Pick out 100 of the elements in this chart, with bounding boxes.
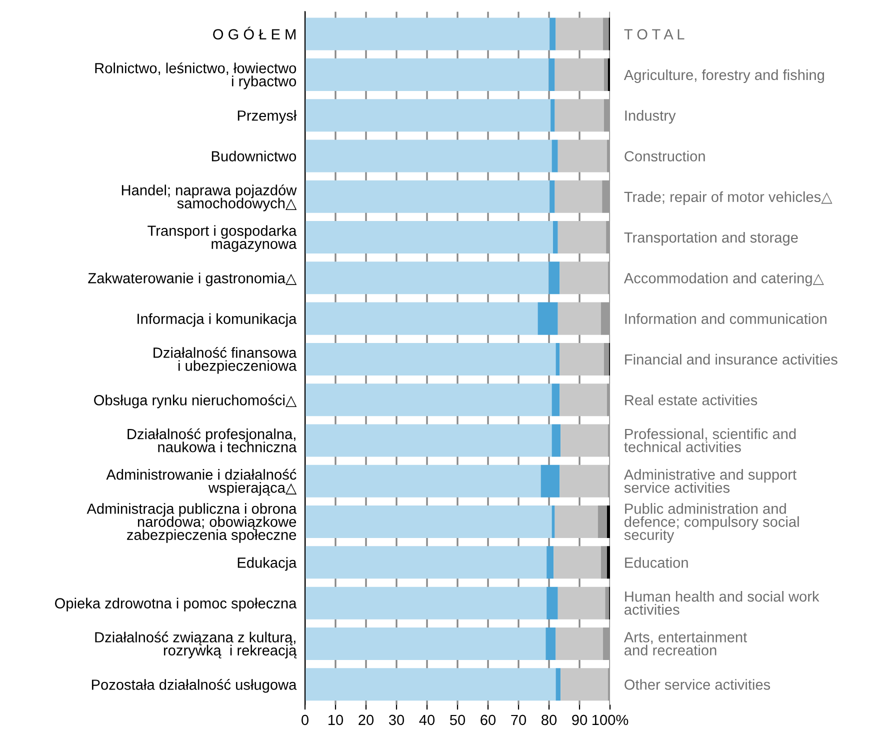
y2-tick-label: Transportation and storage [624,232,798,246]
y-tick-label: Informacja i komunikacja [138,313,297,327]
bar [552,221,558,254]
y2-tick-label: Arts, entertainment and recreation [624,632,748,656]
bar [550,18,556,50]
y-tick-label: Budownictwo [212,150,296,162]
bar [556,627,604,660]
x-tick-label: 20 [358,714,374,726]
bar [608,424,610,457]
bar [546,627,556,660]
bar [305,668,556,701]
bar [552,140,558,172]
bar [600,302,610,335]
bar [554,180,602,213]
bar [554,506,598,538]
y-tick-label: Edukacja [238,557,297,571]
x-tick-label: 0 [302,714,308,726]
bar [305,180,550,213]
bar [305,546,547,579]
bar [554,99,604,132]
x-tick-label: 60 [480,714,496,726]
bar [556,668,561,701]
y-tick-label: Administracja publiczna i obrona narodowa; obowiązkowe zabezpieczenia społeczne [86,503,297,543]
bar [602,180,610,213]
bar [305,384,552,416]
bar [546,546,554,579]
y-tick-label: Przemysł [238,110,297,124]
y2-tick-label: Administrative and support service activities [624,469,796,493]
y2-tick-label: Accommodation and catering△ [624,272,824,286]
bar [305,140,552,172]
x-tick-label: 50 [450,714,466,726]
y-tick-label: Pozostała działalność usługowa [92,678,297,693]
bar [606,546,610,579]
bar [305,627,546,660]
bar [558,302,601,335]
y2-tick-label: Other service activities [624,679,770,690]
y-tick-label: Działalność finansowa i ubezpieczeniowa [154,346,297,374]
bar [560,424,608,457]
y-tick-label: O G Ó Ł E M [213,26,296,40]
bar [560,384,607,416]
y2-tick-label: Agriculture, forestry and fishing [624,69,824,84]
bar [305,262,549,294]
bar [554,546,601,579]
y-tick-label: Handel; naprawa pojazdów samochodowych△ [122,184,297,212]
bar [548,58,555,91]
y2-tick-label: T O T A L [624,29,684,40]
bar [305,464,541,498]
y-tick-label: Działalność związana z kulturą, rozrywką i rekreacją [95,632,297,658]
bar [558,221,606,254]
x-tick-label: 40 [419,714,435,726]
bar [603,18,609,50]
bar [560,668,608,701]
bar [604,58,608,91]
bar [546,586,558,620]
y2-tick-label: Financial and insurance activities [625,354,838,365]
x-tick-label: 80 [542,714,557,726]
bar [556,18,604,50]
bar [558,586,606,620]
bar [552,424,561,457]
bar [548,262,560,294]
bar [560,262,608,294]
bar [606,384,610,416]
x-tick-label: 10 [328,714,344,726]
y2-tick-label: Education [625,557,688,568]
bar [608,262,610,294]
y-tick-label: Opieka zdrowotna i pomoc społeczna [55,598,297,612]
y2-tick-label: Human health and social work activities [624,590,820,615]
y2-tick-label: Construction [624,150,705,162]
bar [305,506,552,538]
bar [606,221,610,254]
y2-tick-label: Industry [625,110,676,124]
bar [305,302,538,335]
bar [305,342,556,376]
bar [600,546,607,579]
bar [606,140,610,172]
bar [604,342,610,376]
bar [606,506,610,538]
y-tick-label: Obsługa rynku nieruchomości△ [94,394,297,408]
bar [604,99,610,132]
x-tick-label: 100% [592,714,628,726]
bar [608,464,610,498]
y2-tick-label: Real estate activities [625,394,758,406]
bar [305,99,551,132]
bar [305,586,547,620]
bar [554,58,604,91]
y-tick-label: Działalność profesjonalna, naukowa i techniczna [128,428,297,452]
bar [305,18,550,50]
bar [550,180,555,213]
y-tick-label: Transport i gospodarka magazynowa [148,225,297,252]
y2-tick-label: Public administration and defence; compulsory social security [624,503,799,543]
bar [552,384,560,416]
bar [605,586,610,620]
y-tick-label: Zakwaterowanie i gastronomia△ [88,272,297,286]
bar [305,58,549,91]
bar [552,506,555,538]
y2-tick-label: Trade; repair of motor vehicles△ [624,191,832,205]
bar [550,99,555,132]
bar [556,342,560,376]
y2-tick-label: Information and communication [625,313,826,324]
x-tick-label: 30 [388,714,404,726]
